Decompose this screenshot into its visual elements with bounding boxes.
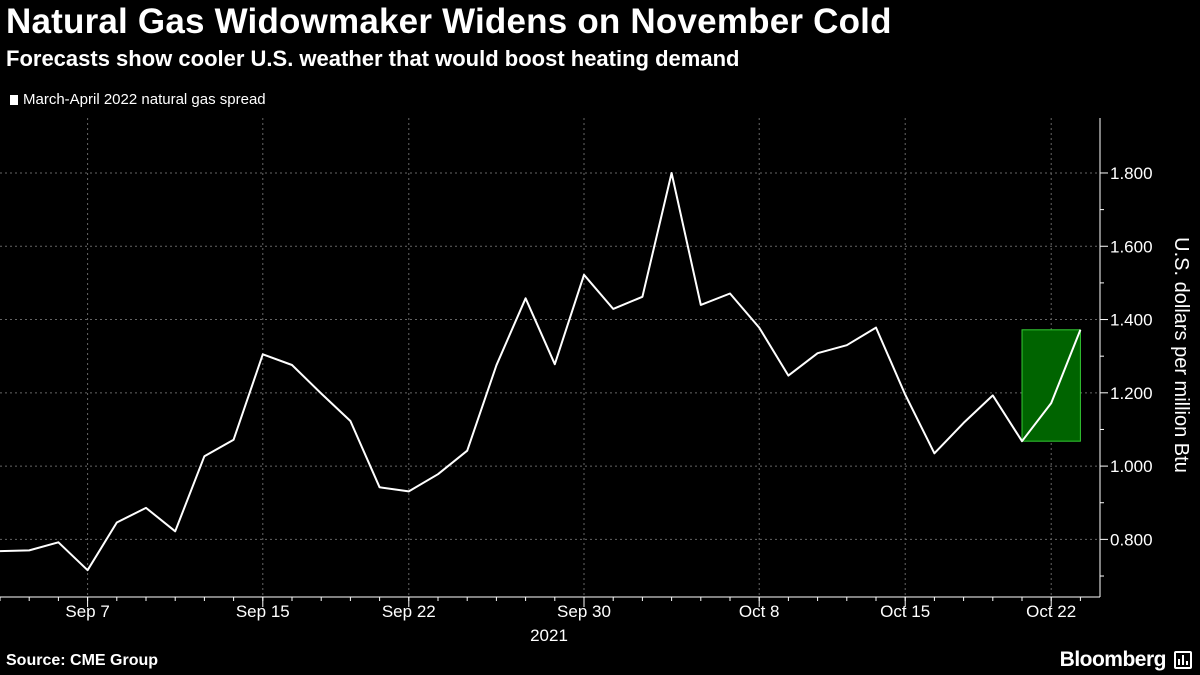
series-line <box>0 172 1082 572</box>
y-axis-title: U.S. dollars per million Btu <box>1170 237 1192 473</box>
y-tick-label: 1.600 <box>1110 237 1153 256</box>
y-tick-label: 0.800 <box>1110 530 1153 549</box>
y-tick-label: 1.000 <box>1110 457 1153 476</box>
brand-logo: Bloomberg <box>1059 648 1167 671</box>
y-axis: 0.800 1.000 1.200 1.400 1.600 1.800 <box>1099 118 1153 597</box>
x-tick-label: Oct 15 <box>880 602 930 621</box>
x-tick-label: Sep 30 <box>557 602 611 621</box>
grid <box>0 118 1100 597</box>
y-tick-label: 1.400 <box>1110 311 1153 330</box>
x-tick-label: Sep 15 <box>236 602 290 621</box>
legend: March-April 2022 natural gas spread <box>10 91 266 108</box>
legend-swatch <box>10 94 18 105</box>
x-tick-label: Oct 8 <box>739 602 780 621</box>
x-axis: Sep 7 Sep 15 Sep 22 Sep 30 Oct 8 Oct 15 Oct 22 <box>0 596 1100 621</box>
y-tick-label: 1.800 <box>1110 164 1153 183</box>
series-group <box>0 172 1082 572</box>
x-tick-label: Oct 22 <box>1026 602 1076 621</box>
highlight-box <box>1021 329 1081 442</box>
chart-subtitle: Forecasts show cooler U.S. weather that … <box>6 46 740 71</box>
y-tick-label: 1.200 <box>1110 384 1153 403</box>
x-year-label: 2021 <box>530 626 568 645</box>
legend-label: March-April 2022 natural gas spread <box>23 91 266 108</box>
chart-title: Natural Gas Widowmaker Widens on Novembe… <box>6 2 892 41</box>
source-note: Source: CME Group <box>6 652 159 669</box>
x-tick-label: Sep 22 <box>382 602 436 621</box>
x-tick-label: Sep 7 <box>65 602 109 621</box>
bloomberg-chart-icon <box>1174 651 1192 669</box>
highlight-region <box>1021 329 1081 442</box>
